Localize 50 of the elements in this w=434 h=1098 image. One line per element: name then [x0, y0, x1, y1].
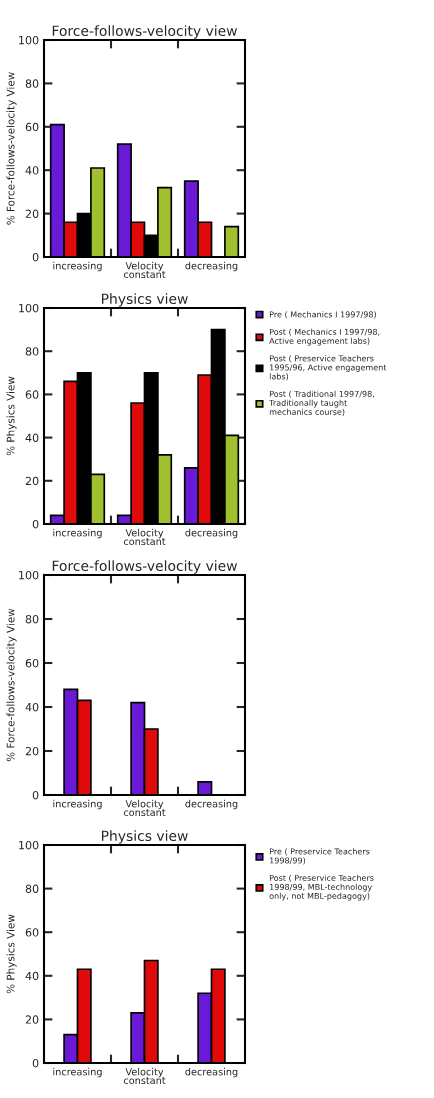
- legend-label: Post ( Mechanics I 1997/98, Active engagement labs): [269, 328, 380, 346]
- y-tick-label: 40: [25, 166, 39, 175]
- y-tick-label: 60: [25, 122, 39, 132]
- y-axis-title: % Force-follows-velocity View: [6, 72, 17, 225]
- y-tick-label: 20: [25, 476, 39, 486]
- legend-label: Post ( Traditional 1997/98, Traditionally taught mechanics course): [269, 390, 374, 416]
- y-tick-label: 100: [19, 303, 39, 313]
- y-tick-label: 20: [25, 1015, 39, 1024]
- x-tick-label: Velocity constant: [123, 1067, 166, 1085]
- x-tick-label: decreasing: [185, 799, 238, 810]
- y-tick-label: 40: [25, 433, 39, 442]
- y-tick-label: 40: [25, 702, 39, 712]
- x-tick-label: increasing: [53, 1067, 102, 1078]
- x-tick-label: increasing: [53, 528, 102, 539]
- y-tick-label: 100: [19, 840, 39, 850]
- y-tick-label: 0: [32, 790, 39, 800]
- y-axis-title: % Force-follows-velocity View: [6, 608, 17, 762]
- y-tick-label: 60: [25, 658, 39, 668]
- y-tick-label: 80: [25, 79, 39, 88]
- legend-label: Pre ( Mechanics I 1997/98): [269, 311, 376, 319]
- y-tick-label: 80: [25, 614, 39, 624]
- y-axis-title: % Physics View: [6, 914, 17, 994]
- x-tick-label: increasing: [53, 261, 102, 272]
- x-tick-label: decreasing: [185, 261, 238, 272]
- legend-label: Post ( Preservice Teachers 1998/99, MBL-technology only, not MBL-pedagogy): [269, 874, 374, 901]
- x-tick-label: Velocity constant: [123, 261, 166, 279]
- chart-title: Force-follows-velocity view: [52, 560, 237, 574]
- y-tick-label: 20: [25, 746, 39, 756]
- y-tick-label: 0: [32, 1058, 39, 1068]
- y-axis-title: % Physics View: [6, 376, 17, 456]
- x-tick-label: Velocity constant: [123, 799, 166, 817]
- y-tick-label: 20: [25, 209, 39, 218]
- y-tick-label: 80: [25, 347, 39, 356]
- legend-label: Pre ( Preservice Teachers 1998/99): [269, 848, 370, 865]
- x-tick-label: decreasing: [185, 1067, 238, 1078]
- x-tick-label: decreasing: [185, 528, 238, 539]
- y-tick-label: 60: [25, 928, 39, 937]
- y-tick-label: 100: [19, 35, 39, 45]
- y-tick-label: 60: [25, 390, 39, 399]
- y-tick-label: 0: [32, 252, 39, 262]
- x-tick-label: Velocity constant: [123, 528, 166, 546]
- y-tick-label: 100: [19, 570, 39, 580]
- x-tick-label: increasing: [53, 799, 102, 810]
- chart-title: Physics view: [101, 830, 188, 844]
- y-tick-label: 40: [25, 971, 39, 981]
- chart-title: Force-follows-velocity view: [52, 25, 237, 39]
- legend-label: Post ( Preservice Teachers 1995/96, Active engagement labs): [269, 355, 387, 381]
- chart-title: Physics view: [101, 293, 188, 307]
- y-tick-label: 0: [32, 519, 39, 529]
- y-tick-label: 80: [25, 884, 39, 893]
